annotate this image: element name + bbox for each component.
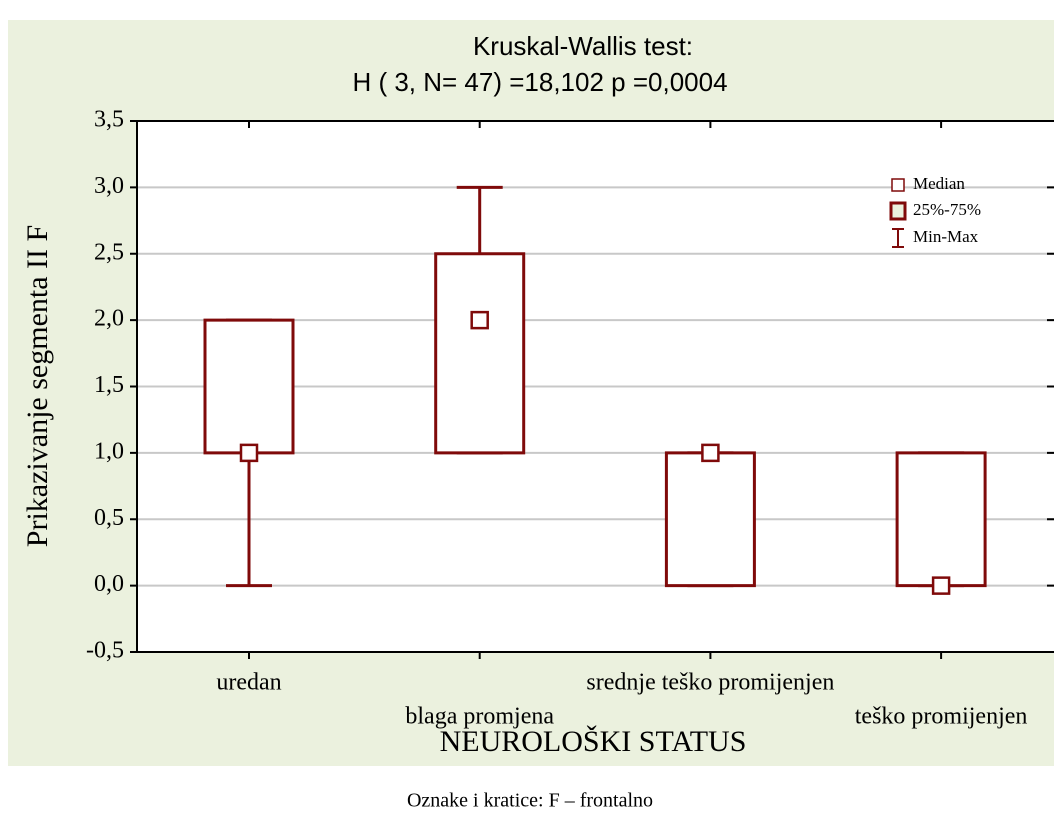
- y-tick-label: 1,0: [94, 438, 124, 464]
- y-tick-label: 3,0: [94, 173, 124, 199]
- legend-label: Min-Max: [913, 227, 979, 246]
- y-tick-label: 0,0: [94, 571, 124, 597]
- median-marker: [931, 576, 951, 595]
- y-tick-label: -0,5: [86, 638, 124, 664]
- y-tick-label: 2,0: [94, 306, 124, 332]
- legend-label: Median: [913, 174, 965, 193]
- x-tick-label: teško promijenjen: [855, 704, 1028, 730]
- legend-box-icon: [889, 201, 907, 221]
- median-marker: [239, 443, 259, 463]
- x-tick-label: srednje teško promijenjen: [586, 670, 834, 696]
- y-tick-label: 2,5: [94, 239, 124, 265]
- x-tick-label: blaga promjena: [405, 704, 554, 730]
- y-tick-label: 3,5: [94, 107, 124, 133]
- median-marker: [701, 443, 720, 463]
- caption: Oznake i kratice: F – frontalno: [407, 790, 653, 812]
- box: [203, 318, 295, 455]
- x-tick-label: uredan: [216, 670, 281, 696]
- chart-subtitle: H ( 3, N= 47) =18,102 p =0,0004: [352, 67, 727, 97]
- box: [664, 451, 756, 588]
- box: [434, 252, 526, 455]
- legend-label: 25%-75%: [913, 200, 981, 219]
- chart-title: Kruskal-Wallis test:: [473, 31, 693, 61]
- y-tick-label: 1,5: [94, 372, 124, 398]
- box: [895, 451, 987, 588]
- y-tick-label: 0,5: [94, 505, 124, 531]
- median-marker: [470, 310, 489, 330]
- y-axis-label: Prikazivanje segmenta II F: [21, 225, 54, 547]
- x-axis-label: NEUROLOŠKI STATUS: [440, 725, 747, 758]
- legend-median-icon: [891, 178, 905, 192]
